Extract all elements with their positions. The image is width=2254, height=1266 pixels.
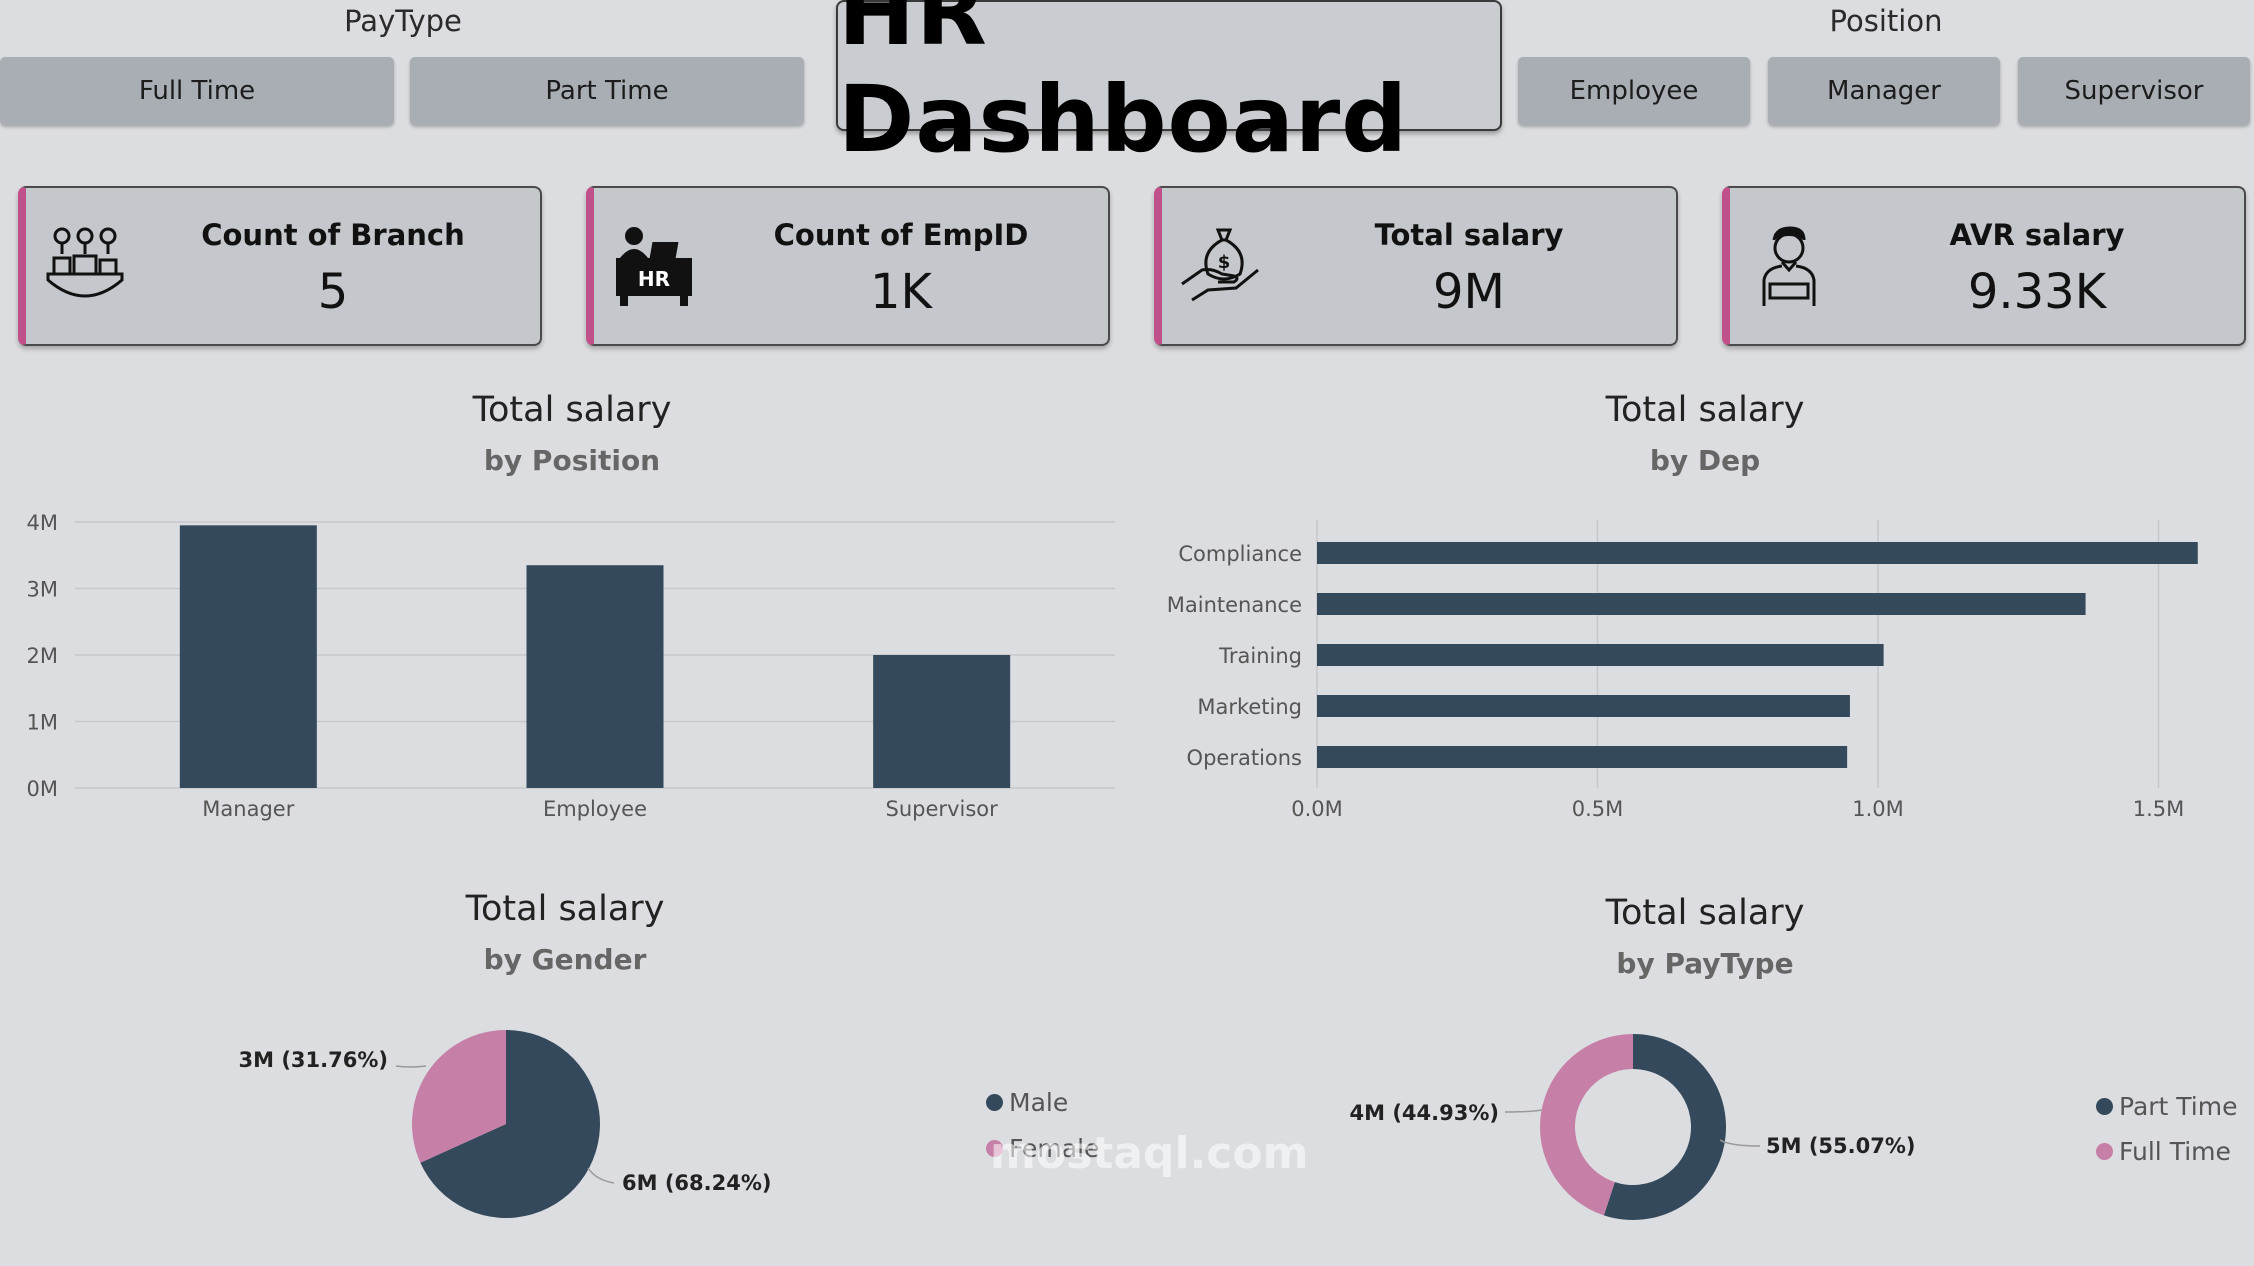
- paytype-slicer-title: PayType: [344, 4, 462, 38]
- chart-subtitle-paytype: by PayType: [1616, 947, 1794, 980]
- salary-by-paytype-chart: 5M (55.07%) 4M (44.93%): [1350, 1034, 1915, 1220]
- legend-item-female[interactable]: Female: [986, 1134, 1099, 1163]
- label-leader-line: [1719, 1139, 1761, 1147]
- kpi-label: Count of EmpID: [773, 218, 1029, 252]
- kpi-label: Total salary: [1374, 218, 1564, 252]
- bar: [1317, 593, 2086, 615]
- legend-item-full-time[interactable]: Full Time: [2096, 1137, 2231, 1166]
- watermark: mostaql.com: [990, 1128, 1309, 1179]
- kpi-value: 9M: [1433, 264, 1505, 320]
- kpi-card-empid-count: HR Count of EmpID 1K: [586, 186, 1110, 346]
- chart-subtitle-gender: by Gender: [483, 943, 647, 976]
- pie-slice: [1603, 1034, 1726, 1220]
- slicer-button-full-time[interactable]: Full Time: [0, 57, 394, 125]
- legend-dot: [986, 1140, 1003, 1157]
- chart-subtitle-position: by Position: [483, 444, 661, 477]
- chart-title-paytype: Total salary: [1605, 893, 1805, 933]
- x-tick-label: Manager: [202, 797, 294, 821]
- svg-text:$: $: [1218, 252, 1231, 273]
- y-tick-label: 3M: [27, 578, 58, 602]
- x-tick-label: 0.0M: [1291, 797, 1343, 821]
- legend-label: Male: [1009, 1088, 1069, 1117]
- slicer-button-employee[interactable]: Employee: [1518, 57, 1750, 125]
- salary-by-dep-chart: 0.0M 0.5M 1.0M 1.5M Compliance Maintenance Tra…: [1167, 520, 2198, 821]
- salary-by-position-chart: 0M 1M 2M 3M 4M Manager Employee Supervisor: [27, 511, 1115, 821]
- slicer-button-supervisor[interactable]: Supervisor: [2018, 57, 2250, 125]
- chart-title-position: Total salary: [472, 390, 672, 430]
- pie-slice: [420, 1030, 600, 1218]
- kpi-label: Count of Branch: [201, 218, 465, 252]
- bar: [526, 565, 664, 788]
- money-bag-hand-icon: $: [1181, 228, 1259, 302]
- y-tick-label: 2M: [27, 644, 58, 668]
- label-leader-line: [587, 1167, 615, 1184]
- kpi-value: 9.33K: [1967, 264, 2107, 320]
- slicer-button-manager[interactable]: Manager: [1768, 57, 2000, 125]
- employee-avatar-icon: [1762, 226, 1816, 306]
- bar: [1317, 644, 1884, 666]
- kpi-card-branch-count: Count of Branch 5: [18, 186, 542, 346]
- kpi-card-total-salary: $ Total salary 9M: [1154, 186, 1678, 346]
- chart-title-dep: Total salary: [1605, 390, 1805, 430]
- position-slicer-title: Position: [1829, 4, 1943, 38]
- legend-item-part-time[interactable]: Part Time: [2096, 1092, 2237, 1121]
- bar: [1317, 695, 1850, 717]
- y-tick-label: Maintenance: [1167, 593, 1302, 617]
- legend-dot: [986, 1094, 1003, 1111]
- label-leader-line: [1504, 1109, 1543, 1113]
- chart-title-gender: Total salary: [465, 889, 665, 929]
- y-tick-label: Training: [1218, 644, 1302, 668]
- x-tick-label: 1.5M: [2133, 797, 2185, 821]
- x-tick-label: Employee: [543, 797, 647, 821]
- data-label: 4M (44.93%): [1350, 1101, 1499, 1125]
- y-tick-label: Marketing: [1197, 695, 1302, 719]
- bar: [873, 655, 1011, 788]
- slicer-button-part-time[interactable]: Part Time: [410, 57, 804, 125]
- data-label: 3M (31.76%): [239, 1048, 388, 1072]
- label-leader-line: [395, 1065, 427, 1068]
- salary-by-gender-chart: 6M (68.24%) 3M (31.76%): [239, 1030, 771, 1218]
- legend-dot: [2096, 1098, 2113, 1115]
- pie-slice: [412, 1030, 506, 1163]
- legend-label: Female: [1009, 1134, 1100, 1163]
- kpi-value: 5: [317, 264, 349, 320]
- x-tick-label: 0.5M: [1572, 797, 1624, 821]
- legend-item-male[interactable]: Male: [986, 1088, 1068, 1117]
- x-tick-label: 1.0M: [1852, 797, 1904, 821]
- x-tick-label: Supervisor: [886, 797, 999, 821]
- data-label: 5M (55.07%): [1766, 1134, 1915, 1158]
- y-tick-label: 1M: [27, 711, 58, 735]
- kpi-label: AVR salary: [1949, 218, 2125, 252]
- branch-map-icon: [46, 227, 124, 298]
- dashboard-title-box: HR Dashboard: [836, 0, 1502, 173]
- page-title: HR Dashboard: [838, 0, 1409, 173]
- bar: [1317, 542, 2198, 564]
- y-tick-label: 0M: [27, 777, 58, 801]
- svg-text:HR: HR: [638, 267, 670, 291]
- bar: [1317, 746, 1848, 768]
- y-tick-label: Compliance: [1178, 542, 1302, 566]
- bar: [179, 525, 317, 788]
- legend-label: Part Time: [2119, 1092, 2238, 1121]
- pie-slice: [1540, 1034, 1633, 1216]
- y-tick-label: 4M: [27, 511, 58, 535]
- hr-desk-icon: HR: [616, 227, 692, 306]
- legend-label: Full Time: [2119, 1137, 2231, 1166]
- chart-subtitle-dep: by Dep: [1649, 444, 1761, 477]
- legend-dot: [2096, 1143, 2113, 1160]
- data-label: 6M (68.24%): [622, 1171, 771, 1195]
- y-tick-label: Operations: [1187, 746, 1302, 770]
- kpi-value: 1K: [869, 264, 932, 320]
- kpi-card-avg-salary: AVR salary 9.33K: [1722, 186, 2246, 346]
